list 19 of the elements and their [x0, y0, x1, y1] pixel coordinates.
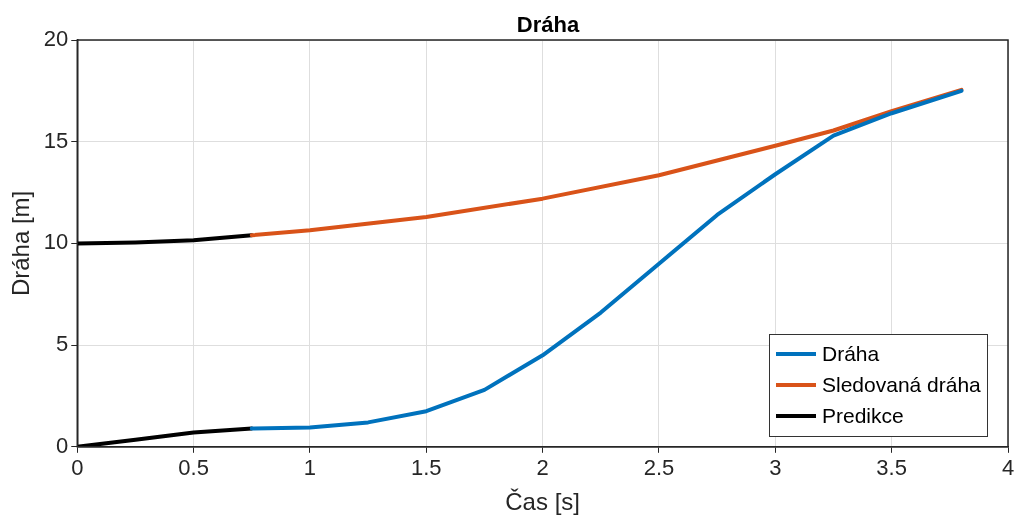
x-tick-label: 3.5	[876, 455, 907, 481]
y-tick-label: 5	[56, 331, 69, 357]
x-tick-label: 2	[536, 455, 549, 481]
y-tick-label: 20	[43, 26, 69, 52]
y-tick-label: 15	[43, 127, 69, 153]
chart-title: Dráha	[515, 12, 581, 38]
legend-label: Sledovaná dráha	[822, 373, 981, 398]
x-tick-label: 4	[1001, 455, 1015, 481]
x-tick-label: 2.5	[643, 455, 675, 481]
y-tick-label: 10	[43, 229, 69, 255]
y-tick-label: 0	[56, 432, 69, 458]
y-axis-title: Dráha [m]	[7, 190, 35, 297]
x-tick-label: 1.5	[411, 455, 442, 481]
x-axis-title: Čas [s]	[505, 488, 580, 516]
legend-label: Dráha	[822, 342, 880, 367]
legend-label: Predikce	[822, 404, 904, 429]
x-tick-label: 3	[769, 455, 782, 481]
x-tick-label: 0.5	[178, 455, 209, 481]
x-tick-label: 1	[303, 455, 317, 481]
